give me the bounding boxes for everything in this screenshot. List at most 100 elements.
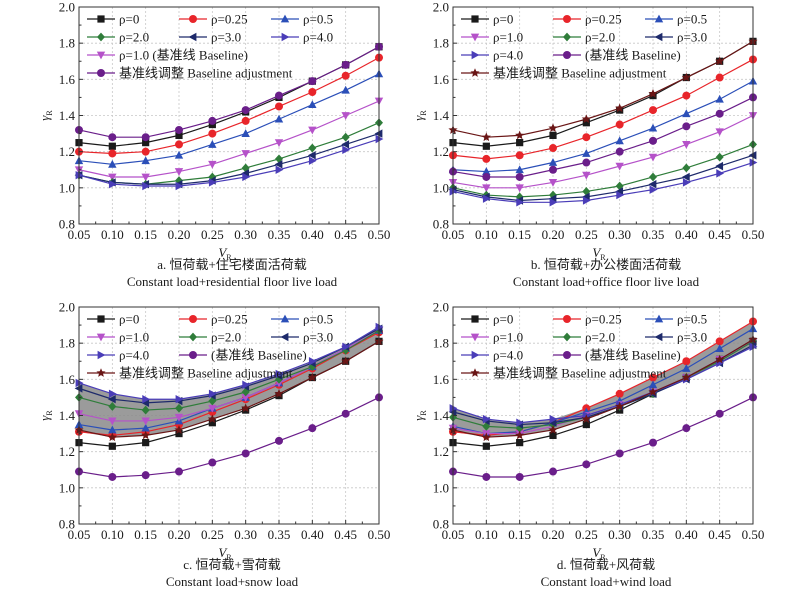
data-point-adj bbox=[207, 414, 217, 423]
series-rho3 bbox=[448, 151, 757, 205]
x-tick-label: 0.50 bbox=[742, 527, 765, 542]
legend: ρ=0 ρ=0.25 ρ=0.5 ρ=2.0 ρ=3.0 ρ=4.0 ρ=1.0 (基准线 … bbox=[87, 12, 333, 81]
x-tick-label: 0.50 bbox=[742, 227, 765, 242]
series-line-rho4 bbox=[452, 346, 754, 424]
legend-marker bbox=[470, 68, 480, 77]
ticks: 0.05 0.10 0.15 0.20 0.25 0.30 0.35 0.40 0.45 0.50… bbox=[433, 300, 765, 543]
data-point-rho1 bbox=[208, 404, 217, 413]
legend-item-rho1: ρ=1.0 bbox=[87, 330, 149, 345]
legend-item-rho0: ρ=0 bbox=[87, 12, 139, 27]
legend-marker bbox=[96, 51, 106, 60]
y-tick-label: 0.8 bbox=[433, 217, 449, 232]
data-point-rho0 bbox=[482, 442, 490, 450]
data-point-rho025 bbox=[615, 389, 624, 398]
y-axis-label-sub: R bbox=[45, 110, 54, 116]
data-point-rho2 bbox=[715, 152, 724, 162]
legend-label: ρ=3.0 bbox=[677, 330, 707, 345]
data-point-rho4 bbox=[616, 190, 625, 200]
chart-title: d. 恒荷载+风荷载 bbox=[557, 557, 655, 572]
data-point-rho0 bbox=[482, 142, 490, 150]
data-point-rho025 bbox=[241, 116, 250, 125]
legend-marker bbox=[563, 332, 571, 342]
legend-item-base: (基准线 Baseline) bbox=[553, 48, 681, 63]
legend-label: ρ=0.5 bbox=[677, 312, 707, 327]
series-line-adj bbox=[452, 339, 754, 438]
x-tick-label: 0.05 bbox=[68, 527, 91, 542]
data-point-rho0 bbox=[549, 131, 557, 139]
series-line-rho05 bbox=[78, 73, 380, 165]
x-tick-label: 0.05 bbox=[442, 527, 465, 542]
data-point-base bbox=[549, 467, 557, 476]
data-point-base bbox=[308, 424, 317, 433]
data-point-adj_a bbox=[308, 77, 317, 86]
x-tick-label: 0.45 bbox=[708, 227, 731, 242]
series-line-rho4 bbox=[78, 138, 380, 187]
x-tick-label: 0.35 bbox=[642, 227, 665, 242]
legend-label: 基准线调整 Baseline adjustment bbox=[493, 66, 667, 81]
legend-item-rho025: ρ=0.25 bbox=[553, 12, 622, 27]
data-point-rho1 bbox=[482, 184, 491, 193]
legend-item-adj: 基准线调整 Baseline adjustment bbox=[87, 366, 293, 381]
x-tick-label: 0.40 bbox=[675, 227, 698, 242]
legend-item-rho0: ρ=0 bbox=[461, 12, 513, 27]
data-point-rho4 bbox=[175, 181, 184, 191]
x-tick-label: 0.10 bbox=[475, 227, 498, 242]
data-point-base bbox=[715, 109, 724, 118]
x-axis-label: VR bbox=[592, 245, 606, 262]
legend-item-rho4: ρ=4.0 bbox=[461, 48, 523, 63]
legend-marker bbox=[96, 368, 106, 377]
data-point-rho025 bbox=[649, 373, 657, 382]
legend-marker bbox=[189, 15, 197, 23]
data-point-rho2 bbox=[682, 163, 691, 173]
legend-label: ρ=1.0 bbox=[493, 330, 523, 345]
legend-item-rho3: ρ=3.0 bbox=[645, 330, 707, 345]
data-point-rho05 bbox=[715, 94, 724, 103]
x-tick-label: 0.05 bbox=[442, 227, 465, 242]
data-point-rho1 bbox=[141, 417, 150, 426]
series-line-rho2 bbox=[452, 143, 754, 198]
legend-marker bbox=[654, 32, 663, 42]
data-point-rho4 bbox=[682, 178, 691, 187]
data-point-adj_a bbox=[175, 125, 183, 134]
legend-marker bbox=[280, 14, 290, 23]
data-point-rho05 bbox=[515, 165, 524, 174]
data-point-adj bbox=[615, 103, 625, 113]
data-point-rho1_a bbox=[174, 168, 184, 176]
data-point-rho4 bbox=[516, 198, 525, 207]
legend-item-rho3: ρ=3.0 bbox=[271, 330, 333, 345]
data-point-rho1_a bbox=[241, 150, 250, 158]
data-point-rho3 bbox=[648, 180, 657, 189]
data-point-rho1_a bbox=[308, 126, 317, 135]
series-line-rho2 bbox=[78, 329, 380, 411]
x-tick-label: 0.25 bbox=[575, 527, 598, 542]
data-point-rho4 bbox=[308, 156, 317, 165]
y-axis-label-main: γ bbox=[411, 115, 426, 121]
data-point-rho1 bbox=[715, 128, 724, 137]
y-tick-label: 1.0 bbox=[59, 480, 75, 495]
data-point-base bbox=[549, 165, 557, 174]
data-point-adj bbox=[681, 372, 691, 382]
data-point-rho0 bbox=[582, 119, 590, 127]
legend-label: ρ=3.0 bbox=[677, 30, 707, 45]
data-point-rho2 bbox=[275, 154, 283, 164]
data-point-rho05 bbox=[341, 85, 350, 94]
ticks: 0.05 0.10 0.15 0.20 0.25 0.30 0.35 0.40 0.45 0.50… bbox=[59, 0, 391, 242]
x-tick-label: 0.05 bbox=[68, 227, 91, 242]
data-point-rho2 bbox=[515, 423, 524, 433]
data-point-base bbox=[515, 172, 524, 181]
data-point-rho4 bbox=[342, 145, 351, 155]
legend-marker bbox=[189, 315, 197, 323]
y-tick-label: 1.0 bbox=[433, 480, 449, 495]
y-tick-label: 2.0 bbox=[433, 300, 449, 315]
data-point-rho025 bbox=[275, 102, 283, 111]
series-line-adj bbox=[78, 340, 380, 438]
legend-label: ρ=0.5 bbox=[303, 312, 333, 327]
legend-item-base: (基准线 Baseline) bbox=[553, 348, 681, 363]
legend-item-rho3: ρ=3.0 bbox=[645, 30, 707, 45]
legend-marker bbox=[96, 333, 106, 342]
y-tick-label: 2.0 bbox=[433, 0, 449, 15]
data-point-rho2 bbox=[341, 132, 350, 142]
ticks: 0.05 0.10 0.15 0.20 0.25 0.30 0.35 0.40 0.45 0.50… bbox=[433, 0, 765, 242]
data-point-rho1 bbox=[682, 141, 691, 149]
